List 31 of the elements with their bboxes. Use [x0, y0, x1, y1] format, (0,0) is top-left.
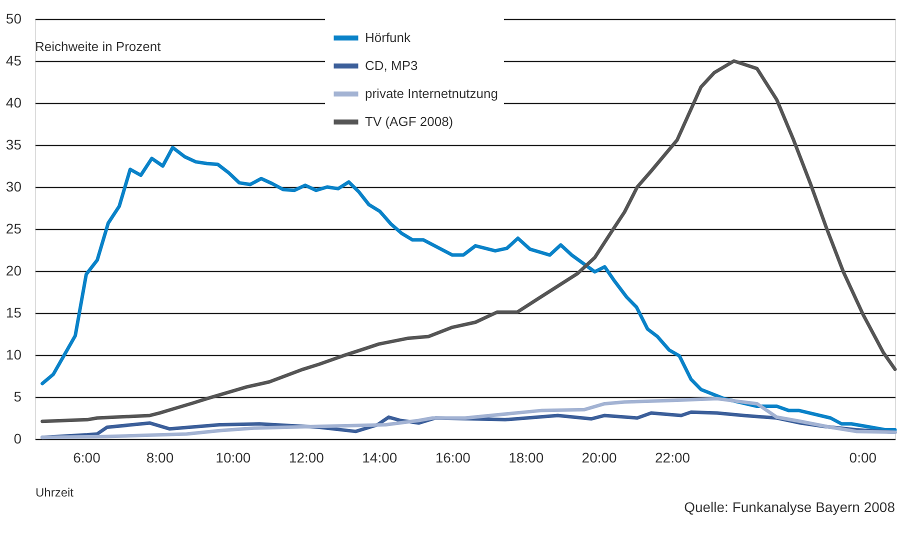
x-axis-title: Uhrzeit	[36, 486, 74, 500]
source-note: Quelle: Funkanalyse Bayern 2008	[684, 499, 896, 515]
legend-label: private Internetnutzung	[365, 86, 498, 101]
x-tick-label: 22:00	[655, 450, 690, 466]
x-tick-label: 14:00	[362, 450, 398, 466]
y-tick-label: 20	[6, 262, 22, 278]
y-tick-label: 40	[6, 94, 22, 110]
legend-label: CD, MP3	[365, 58, 418, 73]
x-tick-label: 12:00	[288, 450, 324, 466]
x-tick-label: 6:00	[73, 450, 101, 466]
legend-label: TV (AGF 2008)	[365, 114, 454, 129]
x-tick-label: 8:00	[146, 450, 174, 466]
y-tick-label: 25	[6, 220, 22, 236]
y-tick-label: 30	[6, 178, 22, 194]
y-tick-label: 50	[6, 10, 22, 26]
y-tick-label: 45	[6, 52, 22, 68]
y-axis-title: Reichweite in Prozent	[35, 39, 162, 54]
y-tick-label: 10	[6, 346, 22, 362]
line-series	[40, 146, 897, 432]
x-tick-label: 0:00	[849, 450, 877, 466]
x-tick-label: 16:00	[435, 450, 471, 466]
legend-label: Hörfunk	[365, 30, 412, 45]
y-tick-label: 0	[14, 430, 22, 446]
x-tick-label: 18:00	[508, 450, 544, 466]
line-series	[40, 59, 897, 424]
y-tick-label: 35	[6, 136, 22, 152]
x-tick-label: 20:00	[582, 450, 618, 466]
x-tick-label: 10:00	[216, 450, 251, 466]
y-tick-label: 15	[6, 304, 22, 320]
y-tick-label: 5	[14, 388, 22, 404]
line-series	[40, 396, 897, 440]
